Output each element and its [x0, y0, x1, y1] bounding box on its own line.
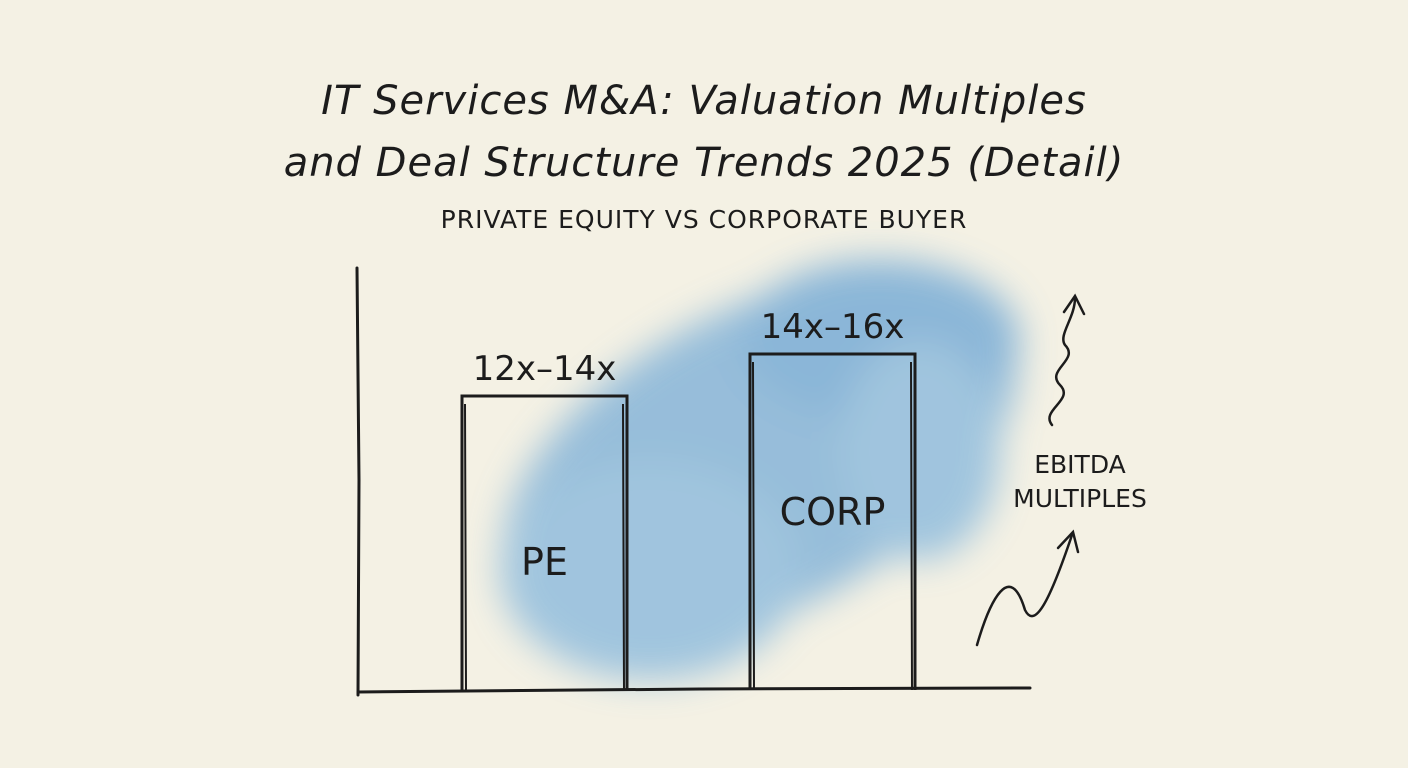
annotation-line-1: EBITDA — [1034, 450, 1126, 479]
annotation-line-2: MULTIPLES — [1013, 484, 1147, 513]
chart-subtitle: Private Equity vs Corporate Buyer — [440, 205, 968, 234]
bar-corp — [748, 352, 917, 690]
category-label: CORP — [780, 490, 886, 534]
bar-pe — [460, 394, 629, 690]
chart-title-line-1: IT Services M&A: Valuation Multiples — [321, 78, 1087, 124]
category-label: PE — [521, 540, 568, 584]
bar-sketch-line — [464, 403, 625, 691]
data-label: 12x–14x — [473, 349, 617, 389]
arrow-icon-trend — [975, 529, 1080, 647]
bar-sketch-line — [752, 361, 913, 691]
arrow-icon-up — [1048, 293, 1086, 427]
ebitda-annotation: EBITDA MULTIPLES — [985, 448, 1175, 516]
y-axis — [355, 266, 361, 697]
chart-title-line-2: and Deal Structure Trends 2025 (Detail) — [283, 140, 1125, 186]
x-axis — [356, 686, 1032, 694]
watercolor-wash — [500, 260, 1020, 680]
data-label: 14x–16x — [761, 307, 905, 347]
